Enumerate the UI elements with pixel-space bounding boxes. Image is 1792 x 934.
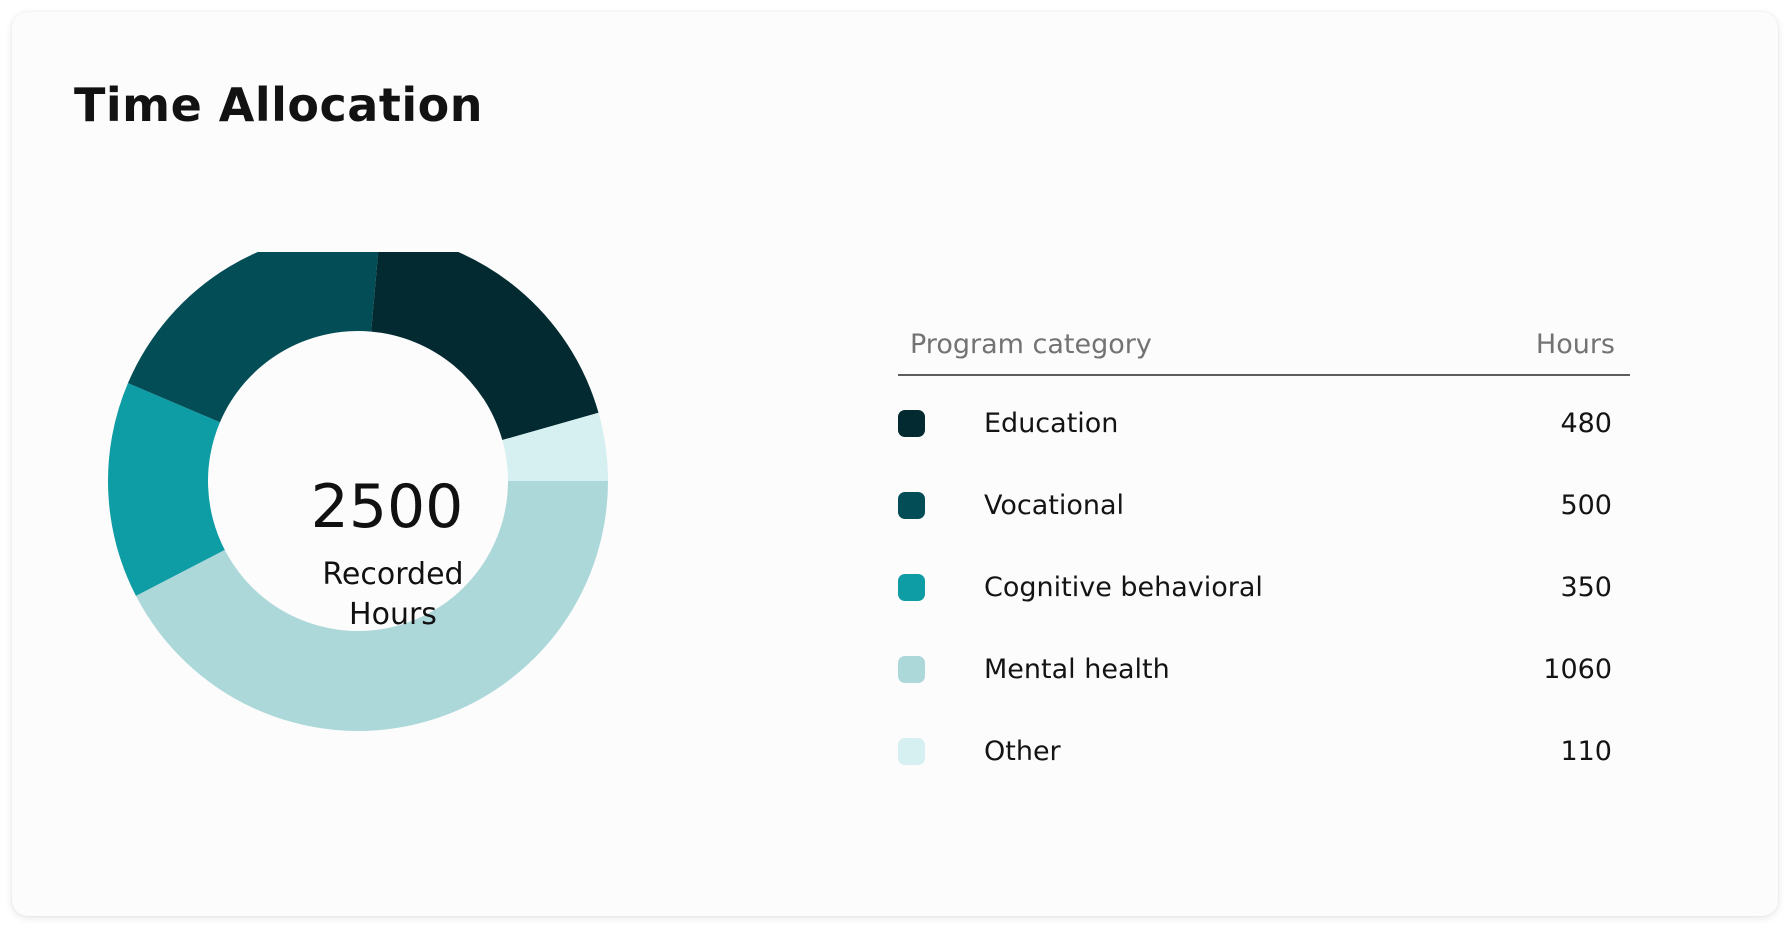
legend-label-vocational: Vocational	[984, 490, 1125, 521]
legend-row-cognitive-behavioral: Cognitive behavioral 350	[898, 540, 1630, 622]
legend-row-education: Education 480	[898, 376, 1630, 458]
donut-svg	[108, 252, 608, 731]
legend-swatch-cognitive-behavioral	[898, 574, 925, 601]
legend-value-other: 110	[1560, 736, 1612, 767]
time-allocation-card: Time Allocation 2500 Recorded Hours Prog…	[12, 12, 1778, 916]
donut-slice-vocational	[127, 252, 379, 423]
legend-row-vocational: Vocational 500	[898, 458, 1630, 540]
legend-header-hours: Hours	[1535, 329, 1615, 360]
legend-value-mental-health: 1060	[1543, 654, 1612, 685]
center-total-label: Recorded Hours	[108, 555, 678, 635]
legend-header: Program category Hours	[898, 322, 1630, 376]
legend-value-cognitive-behavioral: 350	[1560, 572, 1612, 603]
center-total-value: 2500	[310, 472, 464, 542]
legend-swatch-other	[898, 738, 925, 765]
center-label-line1: Recorded	[322, 557, 464, 592]
card-title: Time Allocation	[74, 78, 483, 132]
legend-label-mental-health: Mental health	[984, 654, 1170, 685]
center-label-line2: Hours	[349, 597, 437, 632]
legend-swatch-education	[898, 410, 925, 437]
donut-slice-education	[371, 252, 599, 441]
donut-slice-mental-health	[135, 481, 608, 731]
legend-header-category: Program category	[910, 329, 1152, 360]
legend-value-vocational: 500	[1560, 490, 1612, 521]
legend-label-cognitive-behavioral: Cognitive behavioral	[984, 572, 1263, 603]
legend-swatch-mental-health	[898, 656, 925, 683]
donut-slice-cognitive-behavioral	[108, 383, 225, 596]
legend-label-other: Other	[984, 736, 1061, 767]
donut-slice-other	[502, 412, 608, 481]
legend-row-mental-health: Mental health 1060	[898, 622, 1630, 704]
donut-chart: 2500 Recorded Hours	[108, 252, 678, 822]
legend-value-education: 480	[1560, 408, 1612, 439]
legend-table: Program category Hours Education 480 Voc…	[898, 322, 1630, 786]
legend-label-education: Education	[984, 408, 1119, 439]
legend-swatch-vocational	[898, 492, 925, 519]
legend-row-other: Other 110	[898, 704, 1630, 786]
